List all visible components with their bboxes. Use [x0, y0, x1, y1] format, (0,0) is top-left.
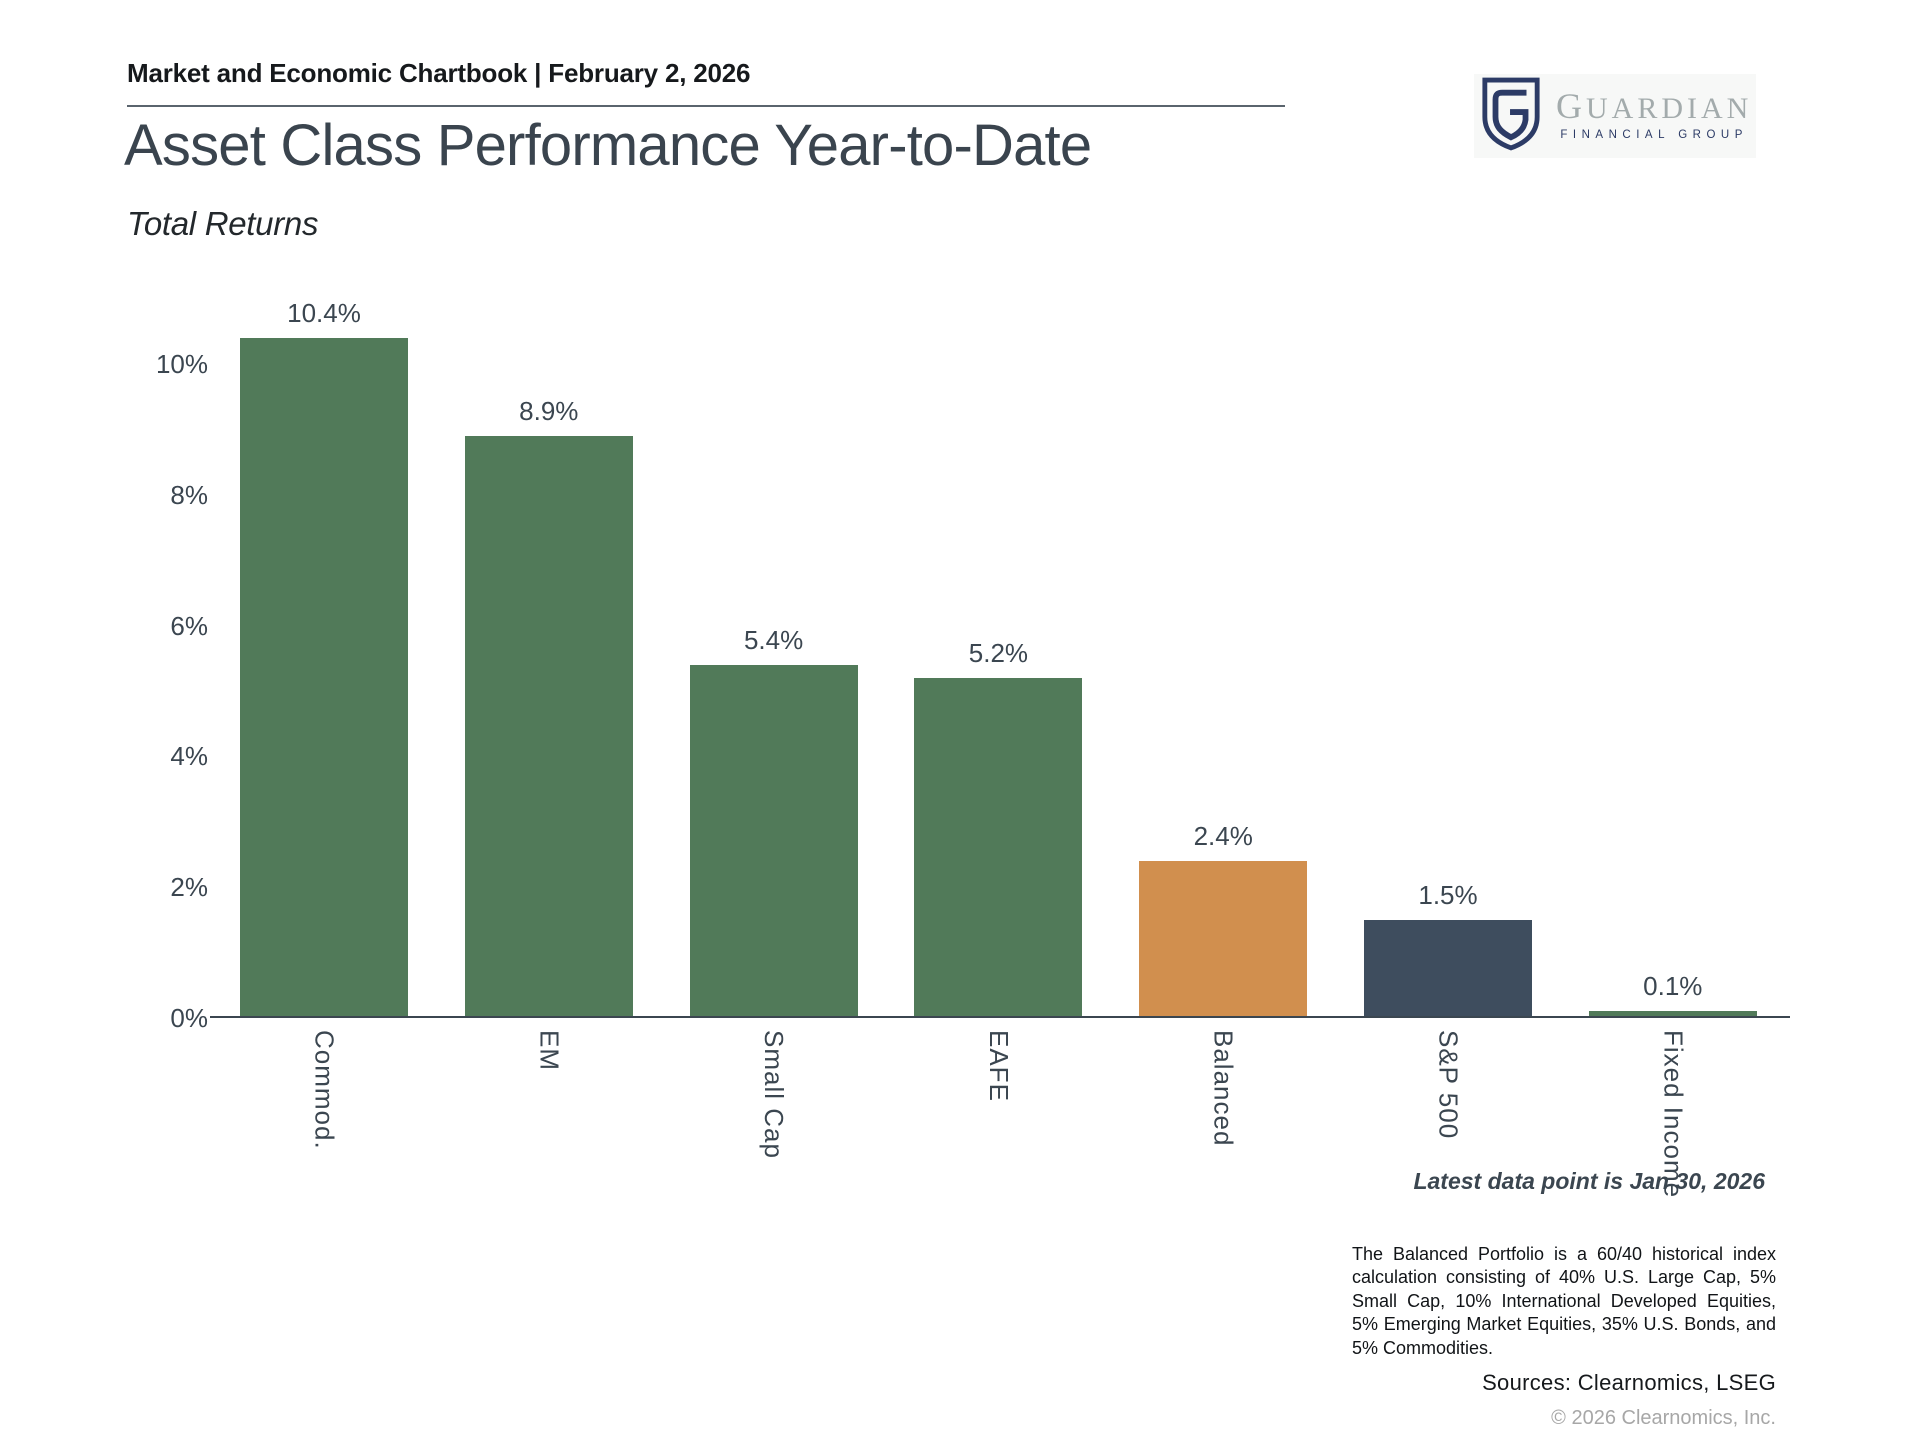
x-axis-label-text: Fixed Income [1658, 1030, 1689, 1199]
x-axis-label-em: EM [465, 1030, 633, 1071]
sources-line: Sources: Clearnomics, LSEG [1482, 1369, 1776, 1395]
bar-value-label-em: 8.9% [519, 396, 579, 426]
y-tick-label: 6% [170, 610, 208, 641]
bar-value-label-balanced: 2.4% [1193, 821, 1253, 851]
plot-area: 10.4% Commod. 8.9% EM 5.4% Small Cap 5.2% EAFE 2… [210, 296, 1790, 1198]
y-tick-label: 10% [155, 349, 208, 379]
x-axis-label-commod: Commod. [240, 1030, 408, 1150]
bar-small-cap [689, 665, 858, 1018]
shield-g-icon [1480, 76, 1542, 157]
bar-commod [240, 338, 408, 1018]
x-axis-label-text: EM [534, 1030, 565, 1071]
page-title: Asset Class Performance Year-to-Date [124, 113, 1092, 178]
logo-guardian-financial-group: GUARDIAN FINANCIAL GROUP [1474, 74, 1756, 158]
header-divider [127, 105, 1285, 107]
x-axis-label-text: Commod. [309, 1030, 340, 1150]
x-axis-label-balanced: Balanced [1139, 1030, 1307, 1146]
latest-data-note: Latest data point is Jan 30, 2026 [1413, 1168, 1765, 1194]
footer-block: The Balanced Portfolio is a 60/40 histor… [1352, 1243, 1776, 1430]
bar-em [464, 436, 633, 1018]
x-axis-label-fixed-income: Fixed Income [1589, 1030, 1757, 1198]
y-axis: 0% 2% 4% 6% 8% 10% [100, 296, 208, 1033]
bar-balanced [1139, 861, 1308, 1018]
chartbook-header: Market and Economic Chartbook | February… [127, 58, 751, 88]
y-tick-label: 2% [170, 872, 208, 903]
bar-fixed-income [1588, 1011, 1757, 1018]
y-tick-label: 4% [170, 741, 208, 772]
x-axis-label-s-p-500: S&P 500 [1364, 1030, 1532, 1139]
x-axis-label-text: Small Cap [759, 1030, 790, 1159]
logo-text: GUARDIAN FINANCIAL GROUP [1556, 91, 1752, 141]
y-tick-label: 8% [170, 479, 208, 510]
logo-tagline: FINANCIAL GROUP [1560, 129, 1748, 141]
bar-value-label-commod: 10.4% [287, 298, 361, 328]
bar-value-label-small-cap: 5.4% [743, 625, 804, 655]
x-axis-label-small-cap: Small Cap [690, 1030, 858, 1159]
y-tick-label: 0% [170, 1003, 208, 1033]
x-axis-label-text: EAFE [983, 1030, 1014, 1102]
x-axis-label-text: S&P 500 [1433, 1030, 1464, 1140]
logo-wordmark: GUARDIAN [1556, 86, 1753, 126]
copyright-line: © 2026 Clearnomics, Inc. [1551, 1406, 1776, 1429]
bar-s-p-500 [1364, 920, 1532, 1018]
bar-value-label-fixed-income: 0.1% [1643, 971, 1703, 1001]
x-axis-label-text: Balanced [1208, 1030, 1239, 1147]
bar-value-label-eafe: 5.2% [968, 638, 1029, 668]
disclosure-note: The Balanced Portfolio is a 60/40 histor… [1352, 1244, 1776, 1358]
x-axis-baseline [210, 1016, 1790, 1018]
bar-eafe [914, 678, 1083, 1018]
page-subtitle: Total Returns [127, 205, 319, 242]
bar-value-label-s-p-500: 1.5% [1418, 880, 1478, 910]
x-axis-label-eafe: EAFE [914, 1030, 1082, 1102]
